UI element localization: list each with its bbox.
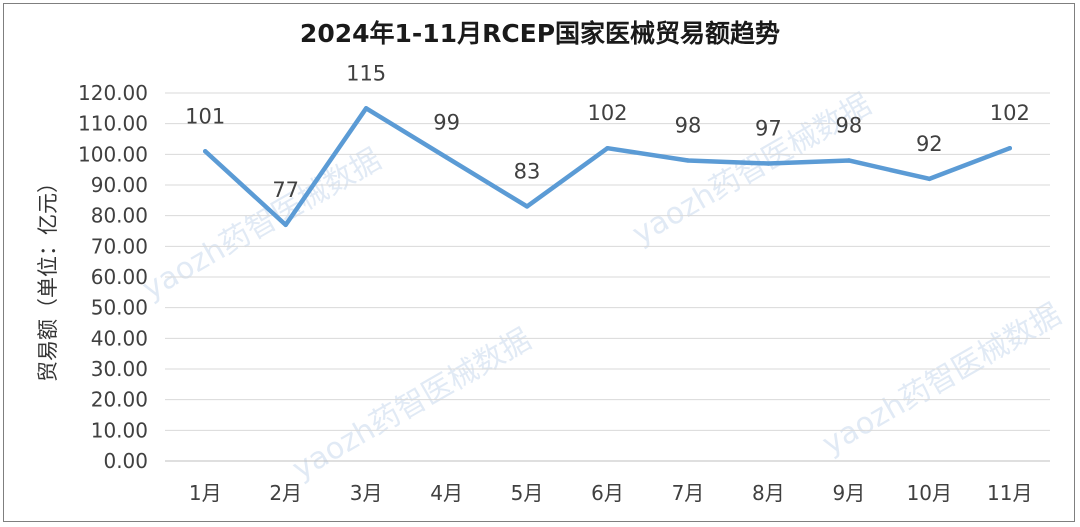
data-point xyxy=(846,158,852,163)
y-tick-label: 10.00 xyxy=(91,418,148,442)
data-point xyxy=(766,161,771,166)
data-label: 92 xyxy=(916,132,943,156)
chart-title: 2024年1-11月RCEP国家医械贸易额趋势 xyxy=(299,19,781,48)
data-point xyxy=(524,204,530,209)
y-tick-label: 90.00 xyxy=(91,173,148,197)
series-layer xyxy=(202,106,1013,228)
x-tick-label: 1月 xyxy=(189,481,222,505)
data-point xyxy=(605,146,610,151)
data-point xyxy=(363,106,369,111)
watermark-text: yaozh药智医械数据 xyxy=(137,142,388,307)
gridlines xyxy=(165,92,1050,462)
y-tick-label: 30.00 xyxy=(91,357,148,381)
data-point xyxy=(685,158,691,163)
x-tick-label: 4月 xyxy=(430,481,463,505)
x-tick-label: 6月 xyxy=(591,481,624,505)
y-tick-label: 20.00 xyxy=(91,388,148,412)
data-label: 102 xyxy=(587,101,627,125)
x-tick-label: 5月 xyxy=(511,481,544,505)
x-tick-label: 8月 xyxy=(752,481,785,505)
data-label: 98 xyxy=(835,113,862,137)
y-tick-label: 40.00 xyxy=(91,326,148,350)
data-point xyxy=(1007,146,1012,151)
data-point xyxy=(444,155,449,160)
watermark-text: yaozh药智医械数据 xyxy=(817,297,1068,462)
watermark-text: yaozh药智医械数据 xyxy=(627,87,878,252)
y-tick-label: 70.00 xyxy=(91,234,148,258)
y-tick-label: 80.00 xyxy=(91,204,148,228)
x-tick-labels: 1月 2月 3月 4月 5月 6月 7月 8月 9月 10月 11月 xyxy=(189,481,1033,505)
data-label: 97 xyxy=(755,117,782,141)
data-point xyxy=(283,222,288,228)
y-tick-label: 50.00 xyxy=(91,296,148,320)
x-tick-label: 9月 xyxy=(832,481,865,505)
x-tick-label: 2月 xyxy=(269,481,302,505)
data-label: 83 xyxy=(514,159,541,183)
watermark-text: yaozh药智医械数据 xyxy=(287,322,538,487)
data-label: 98 xyxy=(675,113,702,137)
data-point xyxy=(927,176,932,182)
data-point xyxy=(203,149,208,154)
chart-frame xyxy=(3,3,1075,522)
y-tick-label: 100.00 xyxy=(78,142,148,166)
y-tick-label: 60.00 xyxy=(91,265,148,289)
x-tick-label: 3月 xyxy=(350,481,383,505)
y-tick-label: 120.00 xyxy=(78,81,148,105)
x-tick-label: 10月 xyxy=(907,481,952,505)
data-label: 102 xyxy=(990,101,1030,125)
data-label: 115 xyxy=(346,61,386,85)
y-tick-labels: 0.00 10.00 20.00 30.00 40.00 50.00 60.00 70.00 8… xyxy=(78,81,148,473)
data-label: 77 xyxy=(272,178,299,202)
data-label: 101 xyxy=(185,104,225,128)
y-tick-label: 110.00 xyxy=(78,112,148,136)
y-tick-label: 0.00 xyxy=(103,449,148,473)
x-tick-label: 11月 xyxy=(987,481,1032,505)
x-tick-label: 7月 xyxy=(672,481,705,505)
data-labels: 101 77 115 99 83 102 98 97 98 92 102 xyxy=(185,61,1030,202)
data-label: 99 xyxy=(433,110,460,134)
